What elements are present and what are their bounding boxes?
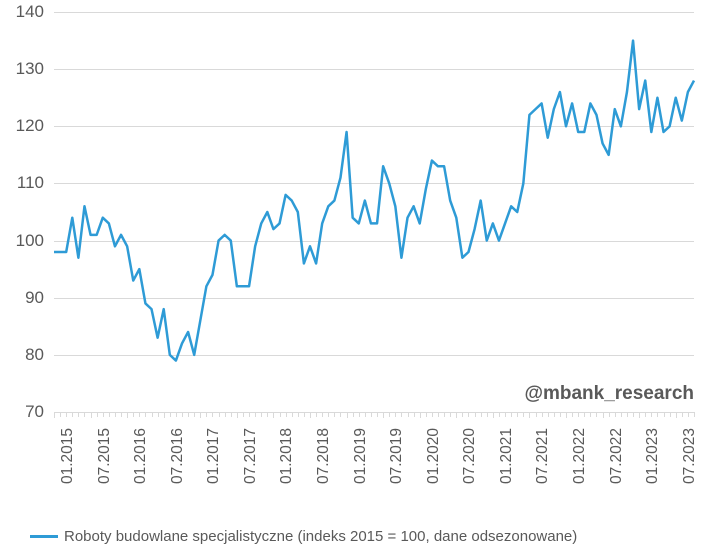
line-series [0,0,715,558]
series-line [54,41,694,361]
chart-container: 708090100110120130140 01.201507.201501.2… [0,0,715,558]
legend-label: Roboty budowlane specjalistyczne (indeks… [64,528,577,545]
legend: Roboty budowlane specjalistyczne (indeks… [30,528,577,545]
legend-swatch [30,535,58,538]
watermark: @mbank_research [524,383,694,405]
